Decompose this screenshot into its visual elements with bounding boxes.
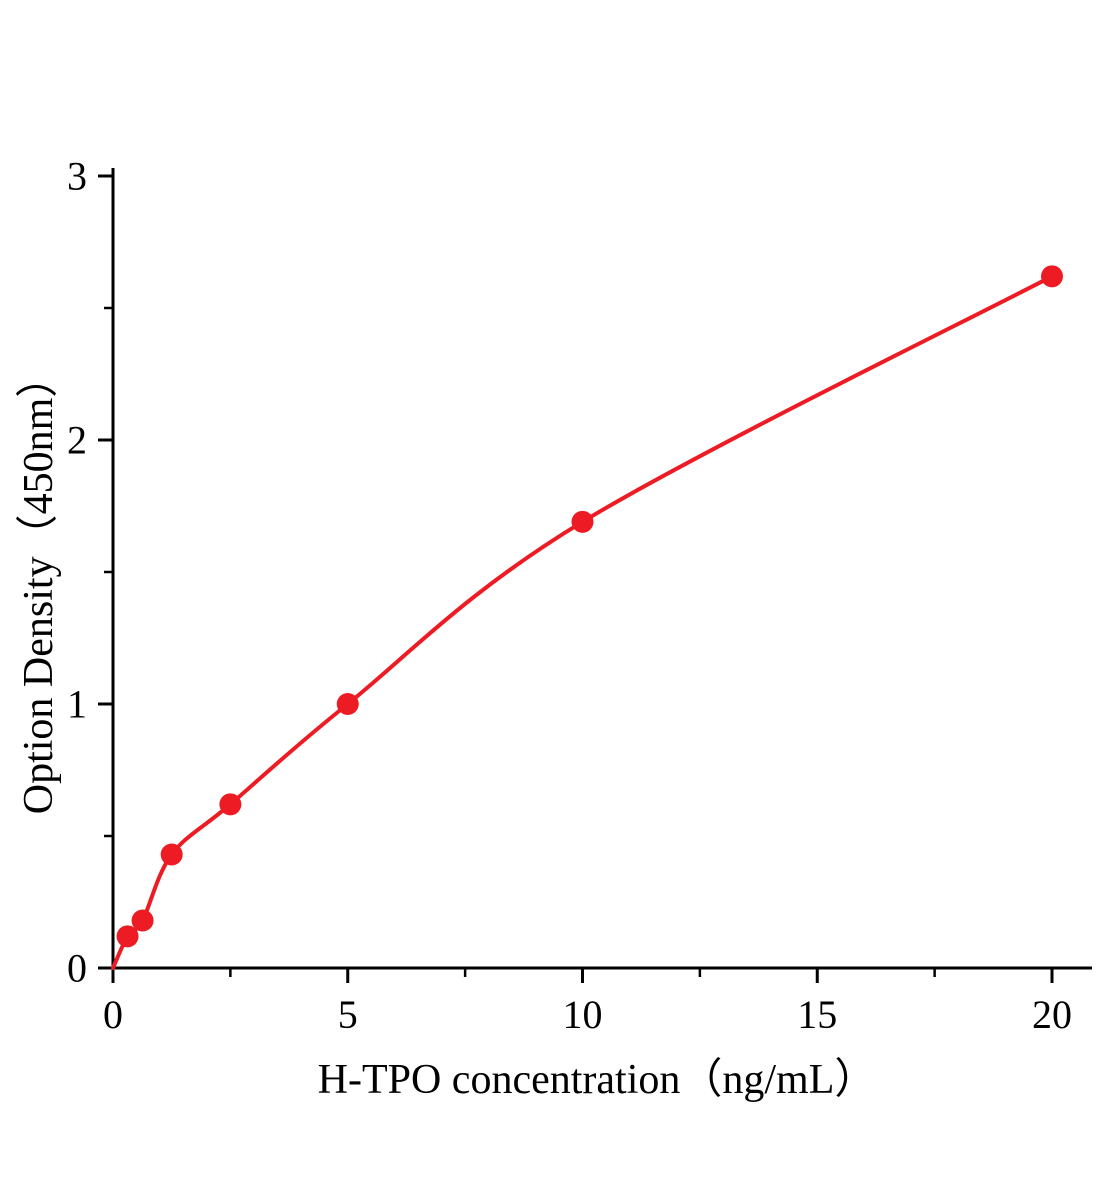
data-point [1041, 265, 1063, 288]
x-tick-label: 15 [797, 992, 837, 1037]
plot-layer: 0 5 10 15 20 0 1 2 3 [67, 154, 1092, 1037]
x-axis-title: H-TPO concentration（ng/mL） [318, 1057, 877, 1103]
y-tick-label: 1 [67, 682, 87, 727]
data-point [219, 793, 242, 816]
x-tick-label: 10 [563, 992, 603, 1037]
x-tick-label: 5 [338, 992, 358, 1037]
data-point [336, 693, 359, 715]
data-point [131, 909, 154, 932]
x-tick-label: 20 [1032, 992, 1072, 1037]
data-point [571, 510, 594, 533]
data-point [116, 925, 139, 948]
data-point [160, 843, 183, 866]
y-tick-label: 2 [67, 418, 87, 463]
y-tick-label: 3 [67, 154, 87, 199]
y-tick-label: 0 [67, 946, 87, 991]
fitted-curve [111, 274, 1054, 970]
y-axis-title: Option Density（450nm） [16, 356, 62, 815]
x-tick-label: 0 [103, 992, 123, 1037]
